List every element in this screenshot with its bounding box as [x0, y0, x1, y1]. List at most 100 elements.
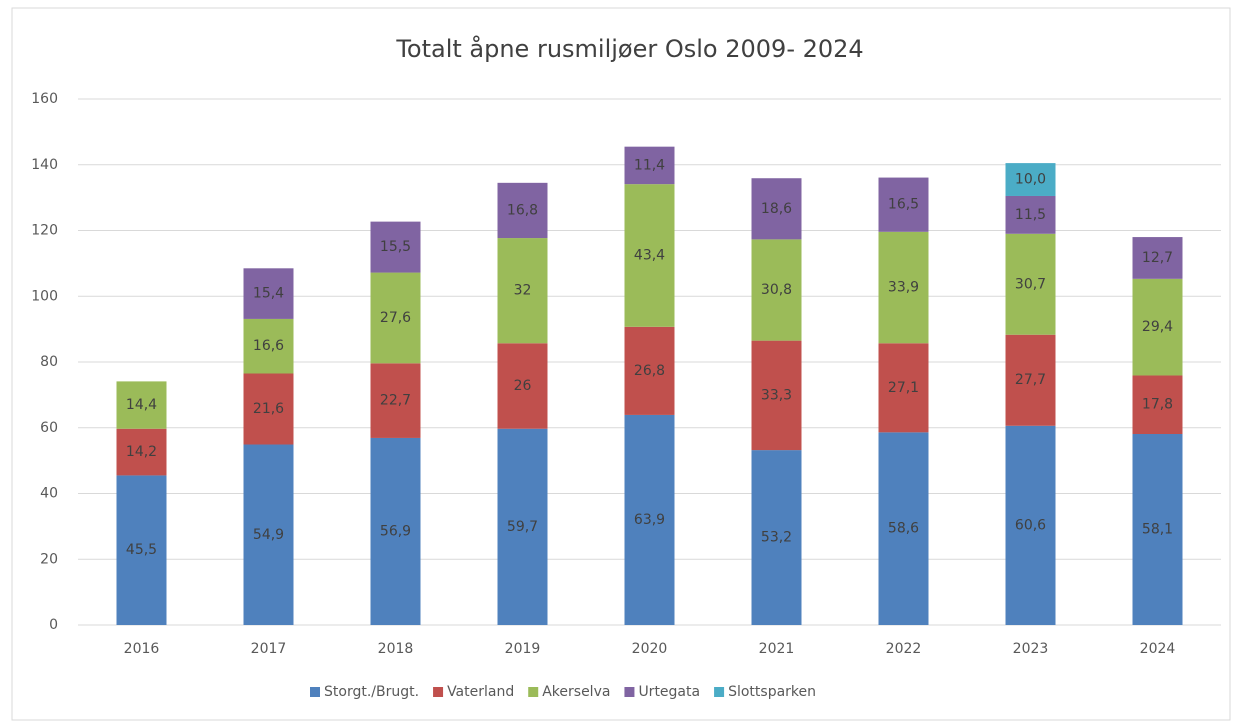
data-label: 10,0 [1015, 172, 1046, 188]
bar-segment [1132, 433, 1183, 625]
data-label: 18,6 [761, 201, 792, 217]
data-label: 32 [514, 283, 532, 299]
x-tick-label: 2018 [378, 641, 414, 657]
data-label: 60,6 [1015, 517, 1046, 533]
x-tick-label: 2021 [759, 641, 795, 657]
bar-segment [1132, 237, 1183, 279]
legend-swatch [624, 687, 635, 697]
data-label: 54,9 [253, 527, 284, 543]
bar-segment [243, 373, 294, 445]
data-label: 12,7 [1142, 250, 1173, 266]
bar-segment [1005, 334, 1056, 426]
data-label: 56,9 [380, 523, 411, 539]
data-label: 17,8 [1142, 397, 1173, 413]
bar-segment [1005, 425, 1056, 625]
bar-segment [878, 231, 929, 344]
data-label: 29,4 [1142, 319, 1173, 335]
bar-segment [370, 437, 421, 625]
bar-segment [624, 326, 675, 415]
data-label: 53,2 [761, 530, 792, 546]
bar-segment [751, 239, 802, 341]
data-label: 27,1 [888, 380, 919, 396]
data-label: 14,4 [126, 397, 157, 413]
legend-swatch [528, 687, 539, 697]
data-label: 26,8 [634, 363, 665, 379]
data-label: 45,5 [126, 542, 157, 558]
data-label: 59,7 [507, 519, 538, 535]
bar-segment [878, 343, 929, 433]
legend-swatch [433, 687, 444, 697]
data-label: 30,7 [1015, 276, 1046, 292]
data-label: 11,5 [1015, 207, 1046, 223]
bar-segment [878, 432, 929, 625]
y-tick-label: 0 [49, 617, 58, 633]
data-label: 16,8 [507, 202, 538, 218]
bar-segment [624, 414, 675, 625]
legend-label: Slottsparken [728, 684, 816, 700]
bar-segment [497, 238, 548, 344]
legend-label: Urtegata [638, 684, 700, 700]
bar-segment [624, 184, 675, 327]
bar-segment [751, 340, 802, 451]
data-label: 58,1 [1142, 521, 1173, 537]
data-label: 27,6 [380, 310, 411, 326]
legend-swatch [714, 687, 725, 697]
y-tick-label: 60 [40, 420, 58, 436]
bar-segment [1132, 278, 1183, 376]
bar-segment [1005, 195, 1056, 234]
bar-segment [243, 268, 294, 319]
bar-segment [370, 272, 421, 364]
legend-label: Akerselva [542, 684, 610, 700]
data-label: 58,6 [888, 521, 919, 537]
data-label: 15,4 [253, 286, 284, 302]
y-tick-label: 160 [31, 91, 58, 107]
y-tick-label: 100 [31, 288, 58, 304]
data-label: 63,9 [634, 512, 665, 528]
bar-segment [624, 146, 675, 185]
bar-segment [116, 428, 167, 476]
x-tick-label: 2023 [1013, 641, 1049, 657]
data-label: 33,3 [761, 387, 792, 403]
x-tick-label: 2016 [124, 641, 160, 657]
data-label: 15,5 [380, 239, 411, 255]
bar-segment [243, 318, 294, 374]
bar-segment [497, 343, 548, 429]
data-label: 27,7 [1015, 372, 1046, 388]
data-label: 22,7 [380, 393, 411, 409]
data-label: 14,2 [126, 444, 157, 460]
data-label: 26 [514, 378, 532, 394]
bar-segment [751, 178, 802, 240]
bar-segment [243, 444, 294, 625]
bar-segment [497, 428, 548, 625]
bar-segment [1005, 233, 1056, 335]
data-label: 30,8 [761, 282, 792, 298]
data-label: 21,6 [253, 401, 284, 417]
bar-segment [878, 177, 929, 232]
data-label: 16,6 [253, 338, 284, 354]
data-label: 43,4 [634, 247, 665, 263]
y-tick-label: 140 [31, 157, 58, 173]
legend-swatch [310, 687, 320, 697]
bar-segment [116, 475, 167, 625]
bar-segment [370, 363, 421, 438]
bar-segment [1005, 163, 1056, 196]
data-label: 11,4 [634, 157, 665, 173]
data-label: 16,5 [888, 197, 919, 213]
bar-segment [497, 182, 548, 239]
data-label: 33,9 [888, 280, 919, 296]
bar-segment [1132, 375, 1183, 434]
bar-segment [116, 381, 167, 429]
y-tick-label: 80 [40, 354, 58, 370]
chart-title: Totalt åpne rusmiljøer Oslo 2009- 2024 [395, 34, 863, 63]
bar-segment [370, 221, 421, 273]
x-tick-label: 2020 [632, 641, 668, 657]
legend-label: Vaterland [447, 684, 514, 700]
legend-label: Storgt./Brugt. [324, 684, 419, 700]
x-tick-label: 2022 [886, 641, 922, 657]
y-tick-label: 20 [40, 551, 58, 567]
y-tick-label: 40 [40, 486, 58, 502]
x-tick-label: 2019 [505, 641, 541, 657]
y-tick-label: 120 [31, 223, 58, 239]
x-tick-label: 2024 [1140, 641, 1176, 657]
